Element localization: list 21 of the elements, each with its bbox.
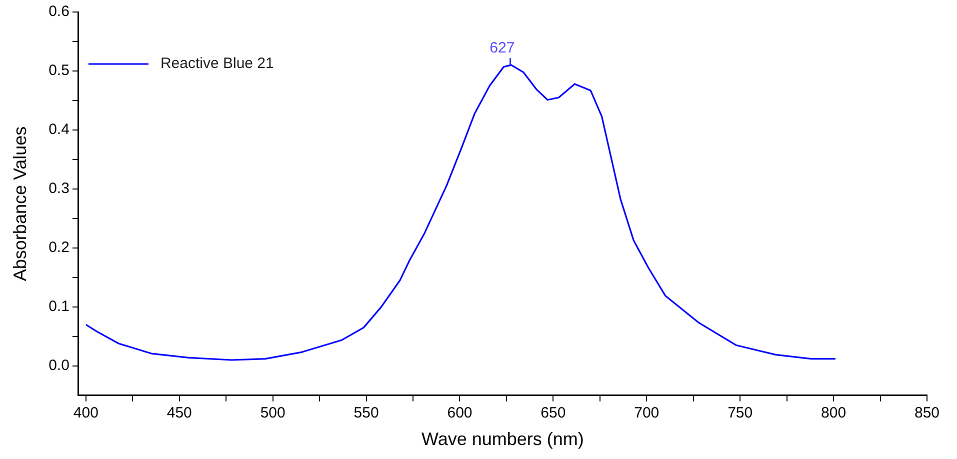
y-tick-label: 0.4 [48,121,70,138]
y-tick-label: 0.3 [48,180,70,198]
annotation: 627 [490,40,515,57]
x-tick-label: 700 [634,404,660,422]
x-tick-label: 750 [728,404,753,422]
x-tick-label: 800 [821,404,846,422]
y-tick-label: 0.0 [48,357,70,374]
x-tick-label: 850 [914,404,940,422]
x-tick-label: 450 [166,404,192,422]
x-tick-label: 500 [260,404,286,422]
legend-label: Reactive Blue 21 [160,55,274,72]
x-tick-label: 550 [354,404,379,422]
x-tick-label: 400 [73,404,98,422]
x-tick-label: 650 [540,404,566,422]
y-axis-title: Absorbance Values [10,126,30,282]
x-tick-label: 600 [447,404,472,422]
x-axis-title: Wave numbers (nm) [422,429,584,450]
y-tick-label: 0.1 [48,298,70,316]
y-tick-label: 0.2 [48,239,70,256]
y-tick-label: 0.6 [48,3,70,20]
y-tick-label: 0.5 [48,62,70,80]
